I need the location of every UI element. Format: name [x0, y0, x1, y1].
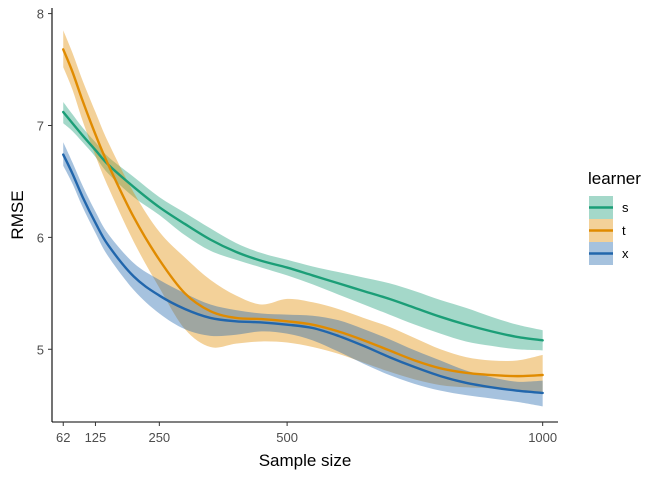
ribbon-t	[63, 30, 543, 395]
legend-label: x	[622, 246, 629, 261]
y-axis-ticks: 5 6 7 8	[37, 7, 52, 357]
x-tick-label: 125	[85, 430, 107, 445]
x-tick-label: 500	[276, 430, 298, 445]
legend: learner stx	[588, 169, 641, 265]
legend-item-x: x	[589, 242, 629, 265]
ribbon-s	[63, 101, 543, 351]
y-tick-label: 7	[37, 118, 44, 133]
x-tick-label: 62	[56, 430, 70, 445]
x-axis-ticks: 62 125 250 500 1000	[56, 422, 557, 445]
y-tick-label: 6	[37, 230, 44, 245]
y-tick-label: 8	[37, 7, 44, 22]
x-tick-label: 250	[148, 430, 170, 445]
legend-title: learner	[588, 169, 641, 188]
legend-item-t: t	[589, 219, 626, 242]
line-s	[62, 110, 544, 342]
x-axis-title: Sample size	[259, 451, 352, 470]
legend-item-s: s	[589, 196, 629, 219]
legend-label: s	[622, 200, 629, 215]
line-x	[62, 153, 544, 395]
y-axis-title: RMSE	[8, 190, 27, 239]
x-tick-label: 1000	[528, 430, 557, 445]
line-t	[62, 48, 544, 378]
confidence-ribbons	[63, 30, 543, 407]
legend-label: t	[622, 223, 626, 238]
ribbon-x	[63, 142, 543, 407]
series-lines	[62, 48, 544, 395]
y-tick-label: 5	[37, 342, 44, 357]
